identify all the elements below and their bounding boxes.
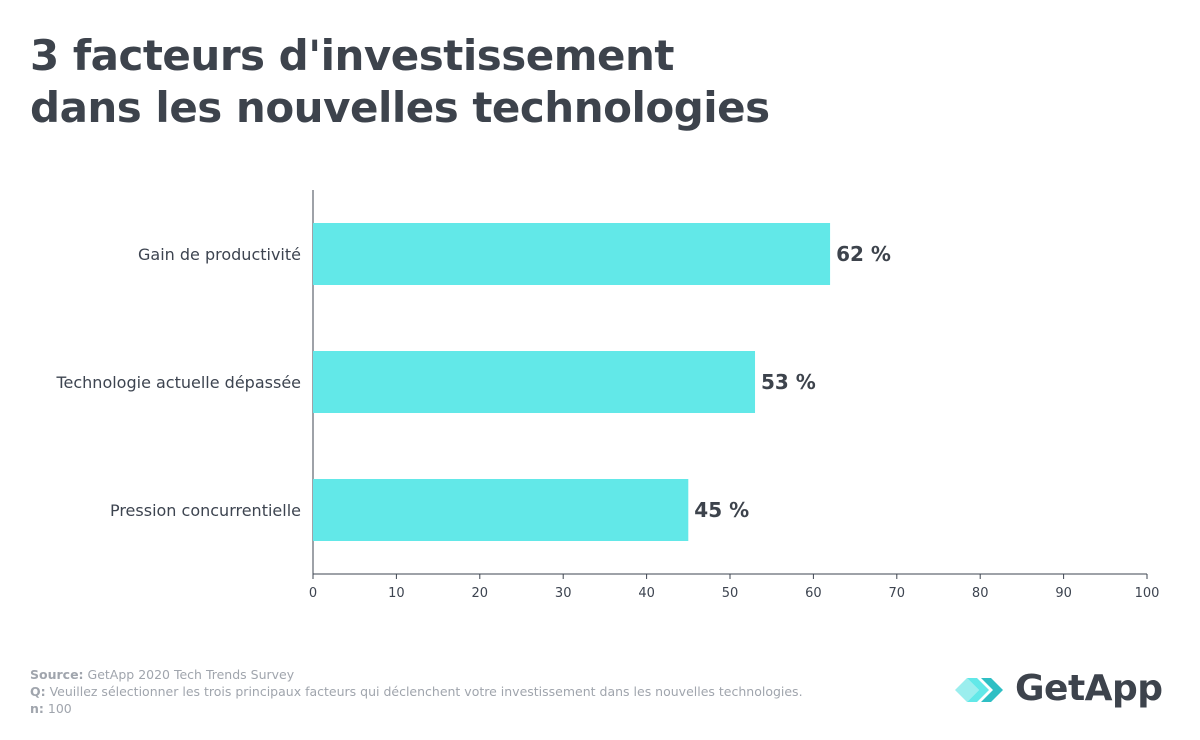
category-label: Gain de productivité — [138, 245, 301, 264]
x-tick-label: 30 — [555, 586, 572, 601]
category-label: Technologie actuelle dépassée — [55, 373, 301, 392]
x-tick-label: 10 — [388, 586, 405, 601]
chart-title-line-2: dans les nouvelles technologies — [30, 83, 770, 132]
x-tick-label: 60 — [805, 586, 822, 601]
question-line: Q: Veuillez sélectionner les trois princ… — [30, 684, 803, 699]
x-tick-label: 40 — [638, 586, 655, 601]
x-tick-label: 100 — [1135, 586, 1160, 601]
bar — [313, 351, 756, 413]
x-tick-label: 70 — [889, 586, 906, 601]
bar-value-label: 45 % — [694, 498, 749, 522]
bar-value-label: 62 % — [836, 242, 891, 266]
x-tick-label: 50 — [722, 586, 739, 601]
getapp-chevrons-icon — [955, 678, 1003, 702]
x-tick-label: 80 — [972, 586, 989, 601]
bar-chart: 0 10 20 30 40 50 60 70 80 90 100 Gain de productivi… — [55, 190, 1160, 601]
bar — [313, 479, 689, 541]
sample-size-line: n: 100 — [30, 701, 72, 716]
source-line: Source: GetApp 2020 Tech Trends Survey — [30, 667, 295, 682]
x-tick-label: 90 — [1055, 586, 1072, 601]
x-tick-label: 20 — [472, 586, 489, 601]
x-tick-label: 0 — [309, 586, 317, 601]
category-label: Pression concurrentielle — [110, 501, 301, 520]
chart-title-line-1: 3 facteurs d'investissement — [30, 31, 674, 80]
bar — [313, 223, 831, 285]
chart-title: 3 facteurs d'investissement dans les nou… — [30, 30, 1130, 134]
chart-footer: Source: GetApp 2020 Tech Trends Survey Q… — [30, 666, 803, 717]
bar-value-label: 53 % — [761, 370, 816, 394]
getapp-logo: GetApp — [953, 666, 1163, 716]
getapp-logo-text: GetApp — [1015, 668, 1163, 709]
